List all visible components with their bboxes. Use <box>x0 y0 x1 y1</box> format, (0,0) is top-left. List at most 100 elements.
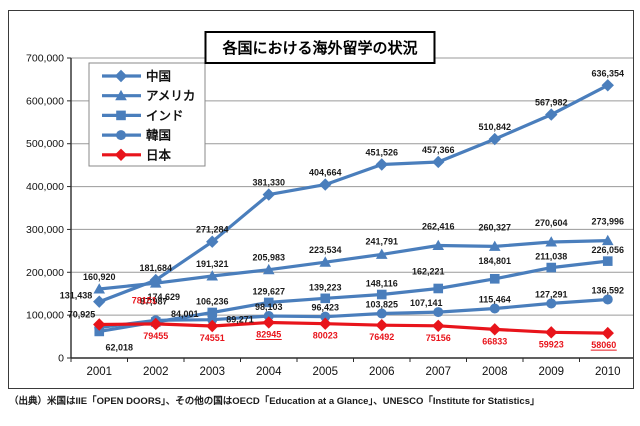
point-marker-diamond <box>93 318 106 331</box>
data-label: 82945 <box>256 329 281 339</box>
point-marker-square <box>320 293 331 304</box>
axes <box>67 57 633 362</box>
data-label: 115,464 <box>479 295 511 305</box>
point-marker-diamond <box>488 323 501 336</box>
point-marker-diamond <box>262 188 275 201</box>
point-marker-diamond <box>601 79 614 92</box>
source-note: （出典）米国はIIE「OPEN DOORS」、その他の国はOECD「Educat… <box>9 396 540 407</box>
data-label: 98,103 <box>255 302 283 312</box>
legend-label: 韓国 <box>146 128 171 143</box>
point-marker-triangle <box>262 263 275 275</box>
data-label: 84,001 <box>171 309 199 319</box>
data-label: 96,423 <box>311 303 339 313</box>
data-label: 75156 <box>426 333 451 343</box>
series-アメリカ <box>93 234 614 294</box>
point-marker-diamond <box>206 319 219 333</box>
data-label: 136,592 <box>591 285 624 295</box>
data-label: 205,983 <box>252 253 285 263</box>
data-label: 80023 <box>313 331 338 341</box>
point-marker-square <box>116 110 126 121</box>
data-label: 78151 <box>132 296 157 306</box>
point-marker-diamond <box>93 295 106 308</box>
point-marker-circle <box>116 130 126 141</box>
point-marker-circle <box>546 298 557 309</box>
data-label: 131,438 <box>60 291 93 301</box>
legend-item-アメリカ: アメリカ <box>102 89 195 103</box>
legend-item-中国: 中国 <box>102 69 171 84</box>
data-label: 510,842 <box>478 122 511 132</box>
data-label: 241,791 <box>365 236 398 246</box>
data-label: 457,366 <box>422 145 455 155</box>
line-chart-canvas: 0 100,000 200,000 300,000 400,000 500,000 600,… <box>26 53 633 378</box>
series-line <box>99 259 608 333</box>
data-label: 79455 <box>143 331 168 341</box>
x-tick-label: 2001 <box>86 366 112 378</box>
point-marker-circle <box>320 311 331 322</box>
y-tick-label: 700,000 <box>26 53 64 65</box>
data-label: 451,526 <box>365 147 398 157</box>
legend-item-韓国: 韓国 <box>102 128 171 143</box>
data-label: 223,534 <box>309 245 342 255</box>
y-tick-label: 400,000 <box>26 181 64 193</box>
data-label: 76492 <box>369 332 394 342</box>
point-marker-diamond <box>149 317 162 331</box>
data-label: 262,416 <box>422 222 455 232</box>
data-label: 184,801 <box>478 256 511 266</box>
data-label: 181,684 <box>139 263 172 273</box>
series-labels-インド: 62,018 84,001 106,236 129,627 139,223 148,116… <box>105 245 624 352</box>
data-label: 89,271 <box>226 315 254 325</box>
point-marker-circle <box>263 310 274 321</box>
x-axis-labels: 2001 2002 2003 2004 2005 2006 2007 2008 2009 2010 <box>86 366 620 378</box>
point-marker-triangle <box>206 270 219 281</box>
data-label: 106,236 <box>196 296 229 306</box>
point-marker-diamond <box>114 69 128 83</box>
point-marker-square <box>207 307 218 318</box>
x-tick-label: 2008 <box>482 366 508 378</box>
series-line <box>99 297 608 330</box>
point-marker-triangle <box>319 256 332 267</box>
point-marker-square <box>263 297 274 308</box>
legend-label: 中国 <box>146 69 171 84</box>
point-marker-diamond <box>262 316 275 329</box>
x-tick-label: 2007 <box>425 366 451 378</box>
point-marker-diamond <box>375 319 388 332</box>
point-marker-square <box>489 273 500 284</box>
legend-label: アメリカ <box>146 89 195 103</box>
series-line <box>99 320 608 335</box>
point-marker-triangle <box>93 283 106 294</box>
data-label: 58060 <box>591 340 616 350</box>
point-marker-diamond <box>601 326 614 340</box>
point-marker-square <box>602 256 613 266</box>
data-label: 70,925 <box>68 310 96 320</box>
y-axis-labels: 0 100,000 200,000 300,000 400,000 500,000 600,… <box>26 53 64 365</box>
data-label: 270,604 <box>535 218 568 228</box>
point-marker-diamond <box>319 178 332 191</box>
data-label: 191,321 <box>196 259 229 269</box>
data-label: 129,627 <box>252 286 285 296</box>
data-label: 162,221 <box>412 266 445 276</box>
data-label: 148,116 <box>366 279 398 289</box>
legend-item-インド: インド <box>102 109 184 123</box>
x-tick-label: 2009 <box>538 366 564 378</box>
data-label: 174,629 <box>147 292 180 302</box>
data-label: 87,987 <box>140 296 168 306</box>
data-label: 636,354 <box>591 68 624 78</box>
series-labels-日本: 78151 79455 74551 82945 80023 76492 75156 66833… <box>132 296 617 351</box>
x-tick-label: 2004 <box>256 366 282 378</box>
data-label: 127,291 <box>535 289 568 299</box>
data-label: 260,327 <box>478 222 511 232</box>
chart-frame: 0 100,000 200,000 300,000 400,000 500,000 600,… <box>8 10 634 389</box>
legend-label: 日本 <box>146 147 172 162</box>
data-label: 62,018 <box>105 342 133 352</box>
series-labels-アメリカ: 160,920 174,629 191,321 205,983 223,534 241,7… <box>83 217 624 303</box>
point-marker-diamond <box>319 317 332 330</box>
point-marker-diamond <box>206 235 219 248</box>
series-韓国 <box>94 294 613 333</box>
point-marker-triangle <box>375 248 388 259</box>
x-tick-label: 2005 <box>312 366 338 378</box>
data-label: 107,141 <box>410 298 443 308</box>
point-marker-triangle <box>149 277 162 288</box>
